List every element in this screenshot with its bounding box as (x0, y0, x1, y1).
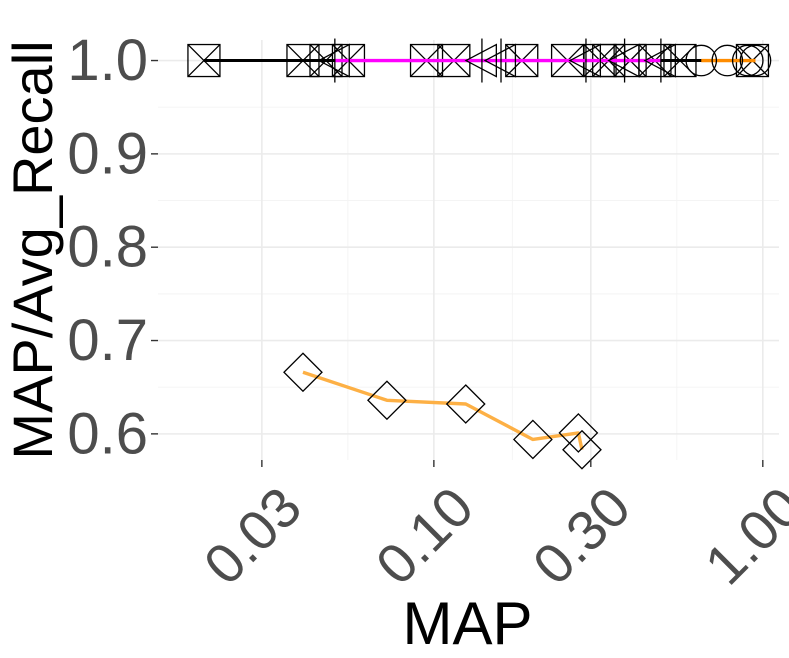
data-point-circle (711, 44, 744, 77)
series-3 (283, 352, 602, 470)
data-point-triangle-left (607, 38, 640, 83)
data-point-diamond (445, 384, 486, 424)
data-point-diamond (558, 413, 599, 453)
series-2 (685, 44, 772, 77)
data-point-square-x (187, 43, 221, 78)
data-point-triangle-left (464, 38, 497, 83)
data-point-triangle-left (483, 38, 517, 83)
x-tick-label: 0.03 (192, 475, 314, 597)
data-point-circle (685, 44, 718, 77)
series-1 (317, 38, 676, 83)
x-tick-label: 0.10 (364, 475, 486, 597)
x-tick-label: 0.30 (521, 475, 643, 597)
y-axis-title: MAP/Avg_Recall (1, 40, 64, 459)
y-tick-label: 0.7 (67, 308, 148, 373)
y-tick-label: 1.0 (67, 28, 148, 93)
data-point-diamond (283, 352, 323, 393)
series-line (302, 370, 584, 451)
grid (158, 40, 779, 460)
data-point-triangle-left (643, 38, 676, 83)
x-axis-title: MAP (402, 590, 532, 657)
data-point-triangle-left (568, 38, 602, 83)
data-point-diamond (512, 419, 553, 460)
data-point-circle (731, 44, 764, 77)
data-point-diamond (562, 429, 602, 470)
y-tick-label: 0.8 (67, 215, 148, 280)
data-point-triangle-left (317, 38, 350, 83)
data-point-diamond (367, 380, 407, 421)
axes: 0.6 0.7 0.8 0.9 1.0 0.03 0.10 0.30 1.00 (67, 28, 789, 596)
x-tick-label: 1.00 (693, 475, 789, 597)
y-tick-label: 0.6 (67, 401, 148, 466)
data-point-circle (739, 44, 772, 77)
y-tick-label: 0.9 (67, 121, 148, 186)
plot-area (187, 38, 772, 470)
